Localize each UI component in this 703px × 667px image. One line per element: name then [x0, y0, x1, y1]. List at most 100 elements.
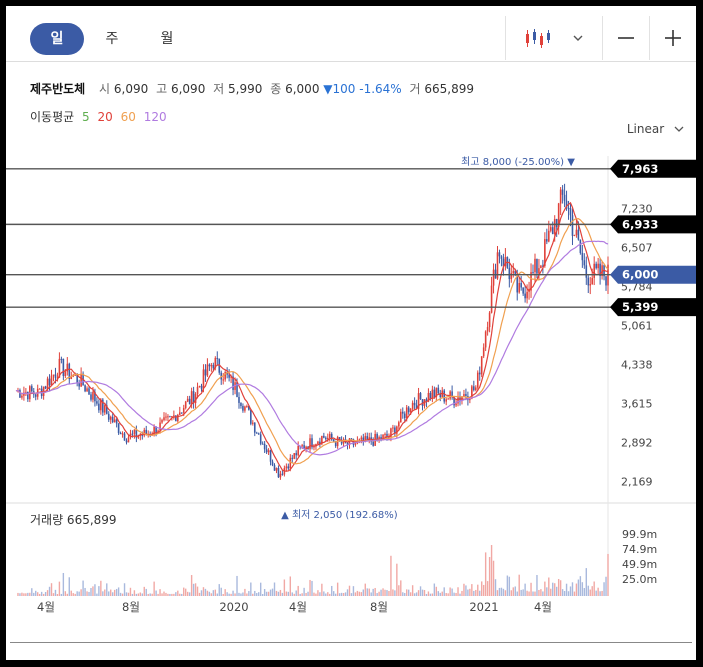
volume-bar — [327, 592, 329, 596]
candle-body — [338, 437, 341, 441]
candle-body — [163, 417, 165, 421]
candle-body — [417, 393, 420, 409]
tab-day[interactable]: 일 — [30, 23, 84, 55]
candle-body — [137, 435, 140, 438]
candle-body — [567, 207, 570, 209]
volume-bar — [569, 586, 572, 596]
volume-tick-label: 99.9m — [622, 528, 657, 541]
volume-bar — [279, 589, 282, 596]
volume-bar — [117, 587, 120, 596]
candle-body — [498, 252, 501, 257]
candle-body — [400, 411, 402, 423]
candle-body — [161, 420, 163, 423]
volume-bar — [433, 583, 436, 596]
zoom-in-button[interactable] — [649, 16, 696, 60]
volume-bar — [366, 588, 368, 596]
candle-body — [50, 375, 53, 386]
ma-120-line — [15, 240, 609, 456]
volume-bar — [577, 579, 580, 596]
price-chart[interactable]: 2,1692,8923,6154,3385,0615,7846,5077,230… — [6, 6, 696, 660]
candle-body — [178, 412, 181, 415]
tab-week[interactable]: 주 — [105, 31, 119, 47]
volume-bar — [340, 592, 343, 596]
volume-bar — [198, 592, 201, 596]
candle-body — [388, 437, 390, 439]
candle-body — [496, 252, 499, 279]
candle-body — [194, 393, 197, 404]
candle-body — [433, 389, 436, 398]
volume-bar — [78, 591, 80, 596]
candle-body — [514, 270, 517, 274]
candle-body — [76, 374, 78, 384]
volume-bar — [388, 590, 390, 596]
candle-body — [246, 405, 248, 407]
candle-body — [200, 385, 203, 389]
volume-bar — [29, 592, 31, 596]
price-line-label: 6,933 — [622, 217, 658, 231]
tab-month[interactable]: 월 — [160, 31, 174, 47]
candle-body — [224, 371, 226, 380]
candle-body — [504, 257, 507, 267]
chevron-down-icon — [674, 126, 684, 132]
volume-bar — [38, 593, 41, 596]
volume-bar — [358, 591, 361, 596]
volume-bar — [186, 591, 189, 596]
volume-bar — [42, 593, 45, 596]
volume-bar — [413, 593, 416, 596]
footer-divider — [10, 642, 692, 643]
candle-body — [167, 416, 169, 418]
volume-bar — [494, 579, 497, 596]
x-tick-label: 8월 — [370, 600, 388, 614]
volume-bar — [161, 593, 163, 596]
volume-bar — [125, 592, 128, 596]
candle-body — [530, 272, 532, 291]
candle-body — [98, 403, 100, 411]
price-line-label: 7,963 — [622, 162, 658, 176]
volume-bar — [80, 589, 82, 596]
candle-body — [546, 239, 548, 242]
volume-bar — [402, 592, 404, 596]
volume-bar — [309, 579, 311, 596]
candle-body — [263, 443, 266, 450]
volume-bar — [321, 583, 323, 596]
quote-bar: 제주반도체 시 6,090 고 6,090 저 5,990 종 6,000 ▼1… — [30, 80, 474, 97]
volume-bar — [583, 588, 586, 596]
candle-body — [553, 219, 556, 235]
volume-bar — [52, 593, 55, 596]
volume-bar — [607, 553, 609, 596]
scale-dropdown[interactable]: Linear — [627, 122, 684, 136]
volume-bar — [82, 580, 84, 596]
volume-bar — [33, 592, 35, 596]
scale-label: Linear — [626, 122, 665, 136]
volume-bar — [153, 581, 155, 596]
candle-body — [358, 439, 361, 441]
candle-body — [139, 434, 142, 436]
candle-body — [202, 369, 205, 389]
candle-body — [21, 395, 23, 398]
candle-body — [38, 388, 41, 390]
open-label: 시 — [99, 82, 111, 96]
candle-body — [228, 374, 230, 378]
candle-body — [206, 364, 209, 376]
volume-bar — [210, 593, 213, 596]
volume-bar — [139, 592, 142, 596]
candle-body — [398, 422, 400, 427]
candle-body — [309, 438, 311, 450]
zoom-out-button[interactable] — [602, 16, 649, 60]
candle-body — [473, 386, 475, 391]
volume-bar — [190, 575, 193, 596]
volume-bar — [66, 593, 69, 596]
candle-body — [585, 265, 588, 278]
candle-body — [293, 453, 296, 459]
candle-body — [421, 399, 424, 406]
candle-body — [94, 392, 96, 402]
volume-bar — [50, 583, 53, 596]
candle-body — [177, 414, 179, 422]
volume-bar — [177, 590, 179, 596]
volume-bar — [471, 584, 473, 596]
volume-bar — [514, 586, 516, 596]
candle-body — [425, 399, 428, 402]
volume-bar — [297, 585, 299, 596]
candle-body — [480, 356, 483, 375]
chart-type-dropdown[interactable] — [505, 16, 602, 60]
